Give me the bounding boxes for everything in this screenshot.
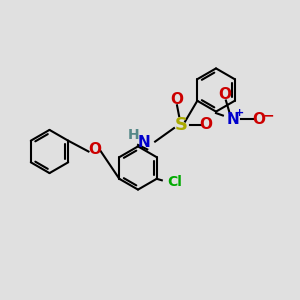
- Text: −: −: [262, 109, 274, 122]
- Text: O: O: [252, 112, 266, 127]
- Text: O: O: [88, 142, 101, 158]
- Text: +: +: [235, 107, 244, 118]
- Text: O: O: [170, 92, 184, 107]
- Text: N: N: [138, 135, 151, 150]
- Text: H: H: [128, 128, 139, 142]
- Text: O: O: [218, 87, 232, 102]
- Text: Cl: Cl: [167, 175, 182, 189]
- Text: S: S: [175, 116, 188, 134]
- Text: O: O: [200, 117, 213, 132]
- Text: N: N: [226, 112, 239, 127]
